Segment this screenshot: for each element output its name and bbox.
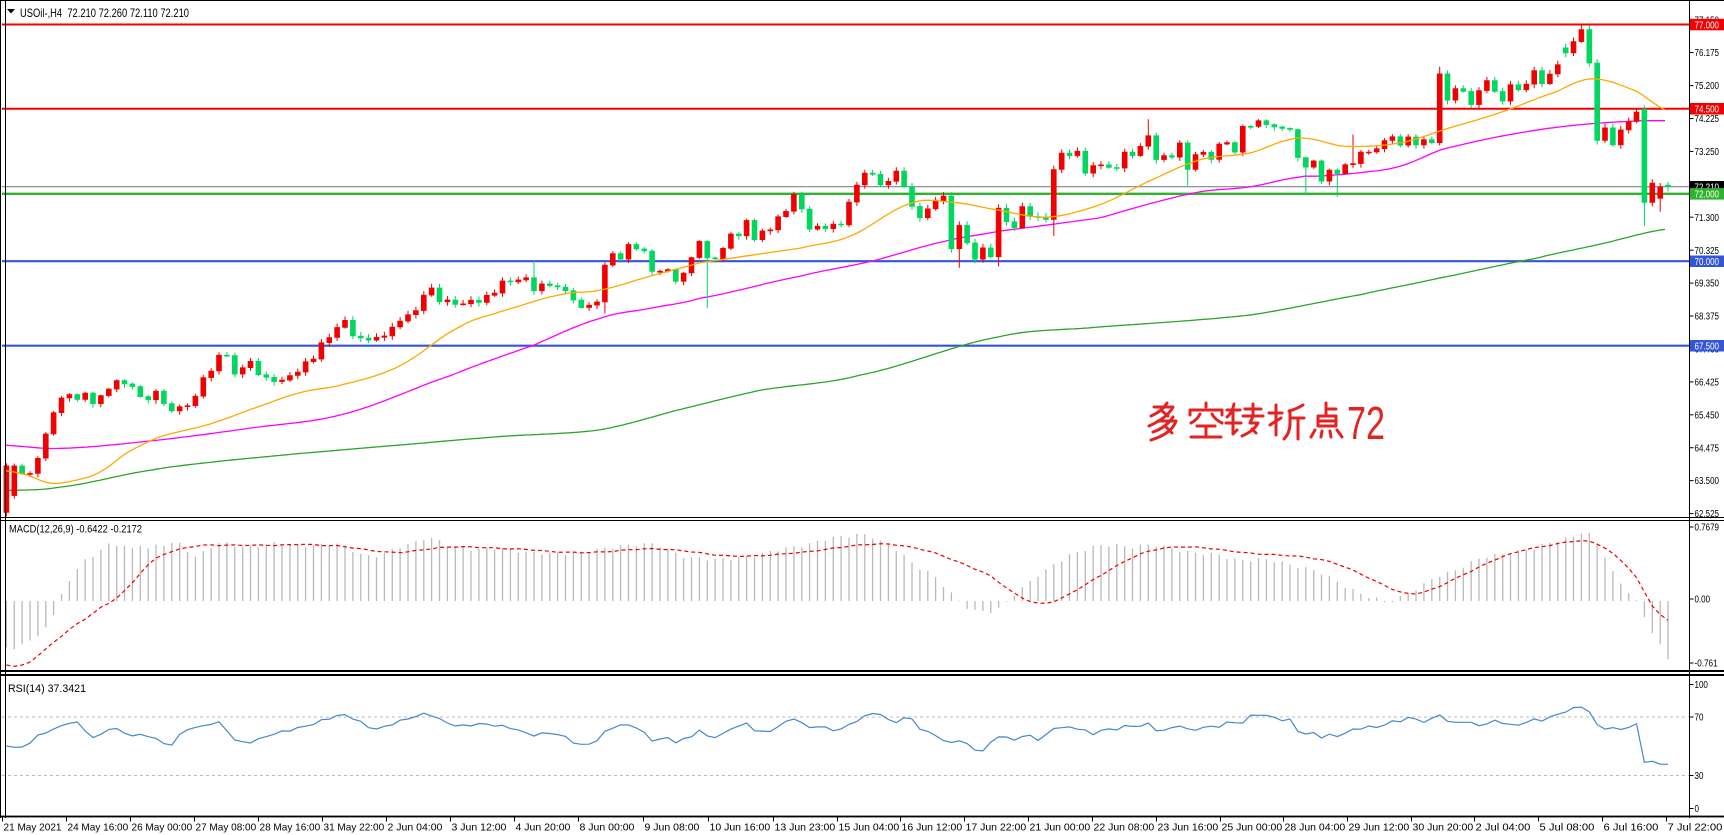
svg-text:63.500: 63.500 <box>1695 476 1720 487</box>
svg-text:8 Jun 00:00: 8 Jun 00:00 <box>580 822 635 834</box>
svg-text:68.375: 68.375 <box>1695 312 1720 323</box>
svg-text:-0.761: -0.761 <box>1695 659 1718 670</box>
svg-text:15 Jun 04:00: 15 Jun 04:00 <box>839 822 900 834</box>
svg-text:67.500: 67.500 <box>1695 342 1720 353</box>
svg-text:RSI(14) 37.3421: RSI(14) 37.3421 <box>8 683 86 695</box>
svg-text:70.325: 70.325 <box>1695 246 1720 257</box>
svg-text:77.000: 77.000 <box>1695 20 1720 31</box>
svg-text:0.00: 0.00 <box>1695 595 1711 606</box>
svg-text:0.7679: 0.7679 <box>1695 523 1720 534</box>
svg-text:72.210: 72.210 <box>1695 183 1720 194</box>
svg-text:MACD(12,26,9) -0.6422 -0.2172: MACD(12,26,9) -0.6422 -0.2172 <box>9 524 142 536</box>
svg-text:17 Jun 22:00: 17 Jun 22:00 <box>966 822 1027 834</box>
svg-text:10 Jun 16:00: 10 Jun 16:00 <box>710 822 771 834</box>
svg-text:21 May 2021: 21 May 2021 <box>4 822 62 834</box>
svg-text:76.175: 76.175 <box>1695 48 1720 59</box>
svg-text:23 Jun 16:00: 23 Jun 16:00 <box>1158 822 1219 834</box>
svg-text:3 Jun 12:00: 3 Jun 12:00 <box>452 822 507 834</box>
svg-text:24 May 16:00: 24 May 16:00 <box>68 822 129 834</box>
svg-text:0: 0 <box>1695 804 1700 815</box>
svg-text:5 Jul 08:00: 5 Jul 08:00 <box>1540 822 1595 834</box>
svg-text:29 Jun 12:00: 29 Jun 12:00 <box>1349 822 1410 834</box>
svg-text:72.000: 72.000 <box>1695 190 1720 201</box>
svg-text:73.250: 73.250 <box>1695 147 1720 158</box>
svg-text:6 Jul 16:00: 6 Jul 16:00 <box>1604 822 1659 834</box>
svg-text:74.225: 74.225 <box>1695 114 1720 125</box>
svg-text:2 Jun 04:00: 2 Jun 04:00 <box>388 822 443 834</box>
svg-text:13 Jun 23:00: 13 Jun 23:00 <box>775 822 836 834</box>
svg-text:66.425: 66.425 <box>1695 378 1720 389</box>
svg-text:74.500: 74.500 <box>1695 105 1720 116</box>
svg-text:65.450: 65.450 <box>1695 410 1720 421</box>
svg-text:72: 72 <box>1347 397 1385 449</box>
svg-text:62.525: 62.525 <box>1695 509 1720 520</box>
svg-text:69.350: 69.350 <box>1695 279 1720 290</box>
svg-text:75.200: 75.200 <box>1695 81 1720 92</box>
svg-text:30 Jun 20:00: 30 Jun 20:00 <box>1413 822 1474 834</box>
svg-text:100: 100 <box>1695 680 1709 691</box>
svg-text:27 May 08:00: 27 May 08:00 <box>196 822 257 834</box>
svg-text:70.000: 70.000 <box>1695 257 1720 268</box>
svg-text:30: 30 <box>1695 771 1704 782</box>
svg-text:16 Jun 12:00: 16 Jun 12:00 <box>902 822 963 834</box>
svg-text:71.300: 71.300 <box>1695 213 1720 224</box>
svg-text:26 May 00:00: 26 May 00:00 <box>132 822 193 834</box>
svg-text:25 Jun 00:00: 25 Jun 00:00 <box>1222 822 1283 834</box>
svg-text:70: 70 <box>1695 713 1704 724</box>
svg-text:22 Jun 08:00: 22 Jun 08:00 <box>1094 822 1155 834</box>
svg-text:9 Jun 08:00: 9 Jun 08:00 <box>645 822 700 834</box>
svg-text:4 Jun 20:00: 4 Jun 20:00 <box>516 822 571 834</box>
svg-text:28 May 16:00: 28 May 16:00 <box>260 822 321 834</box>
svg-text:7 Jul 22:00: 7 Jul 22:00 <box>1668 822 1723 834</box>
svg-text:28 Jun 04:00: 28 Jun 04:00 <box>1285 822 1346 834</box>
svg-text:31 May 22:00: 31 May 22:00 <box>324 822 385 834</box>
svg-text:21 Jun 00:00: 21 Jun 00:00 <box>1030 822 1091 834</box>
svg-text:2 Jul 04:00: 2 Jul 04:00 <box>1476 822 1531 834</box>
svg-text:USOil-,H4 72.210 72.260 72.11: USOil-,H4 72.210 72.260 72.110 72.210 <box>20 6 189 20</box>
svg-text:64.475: 64.475 <box>1695 443 1720 454</box>
